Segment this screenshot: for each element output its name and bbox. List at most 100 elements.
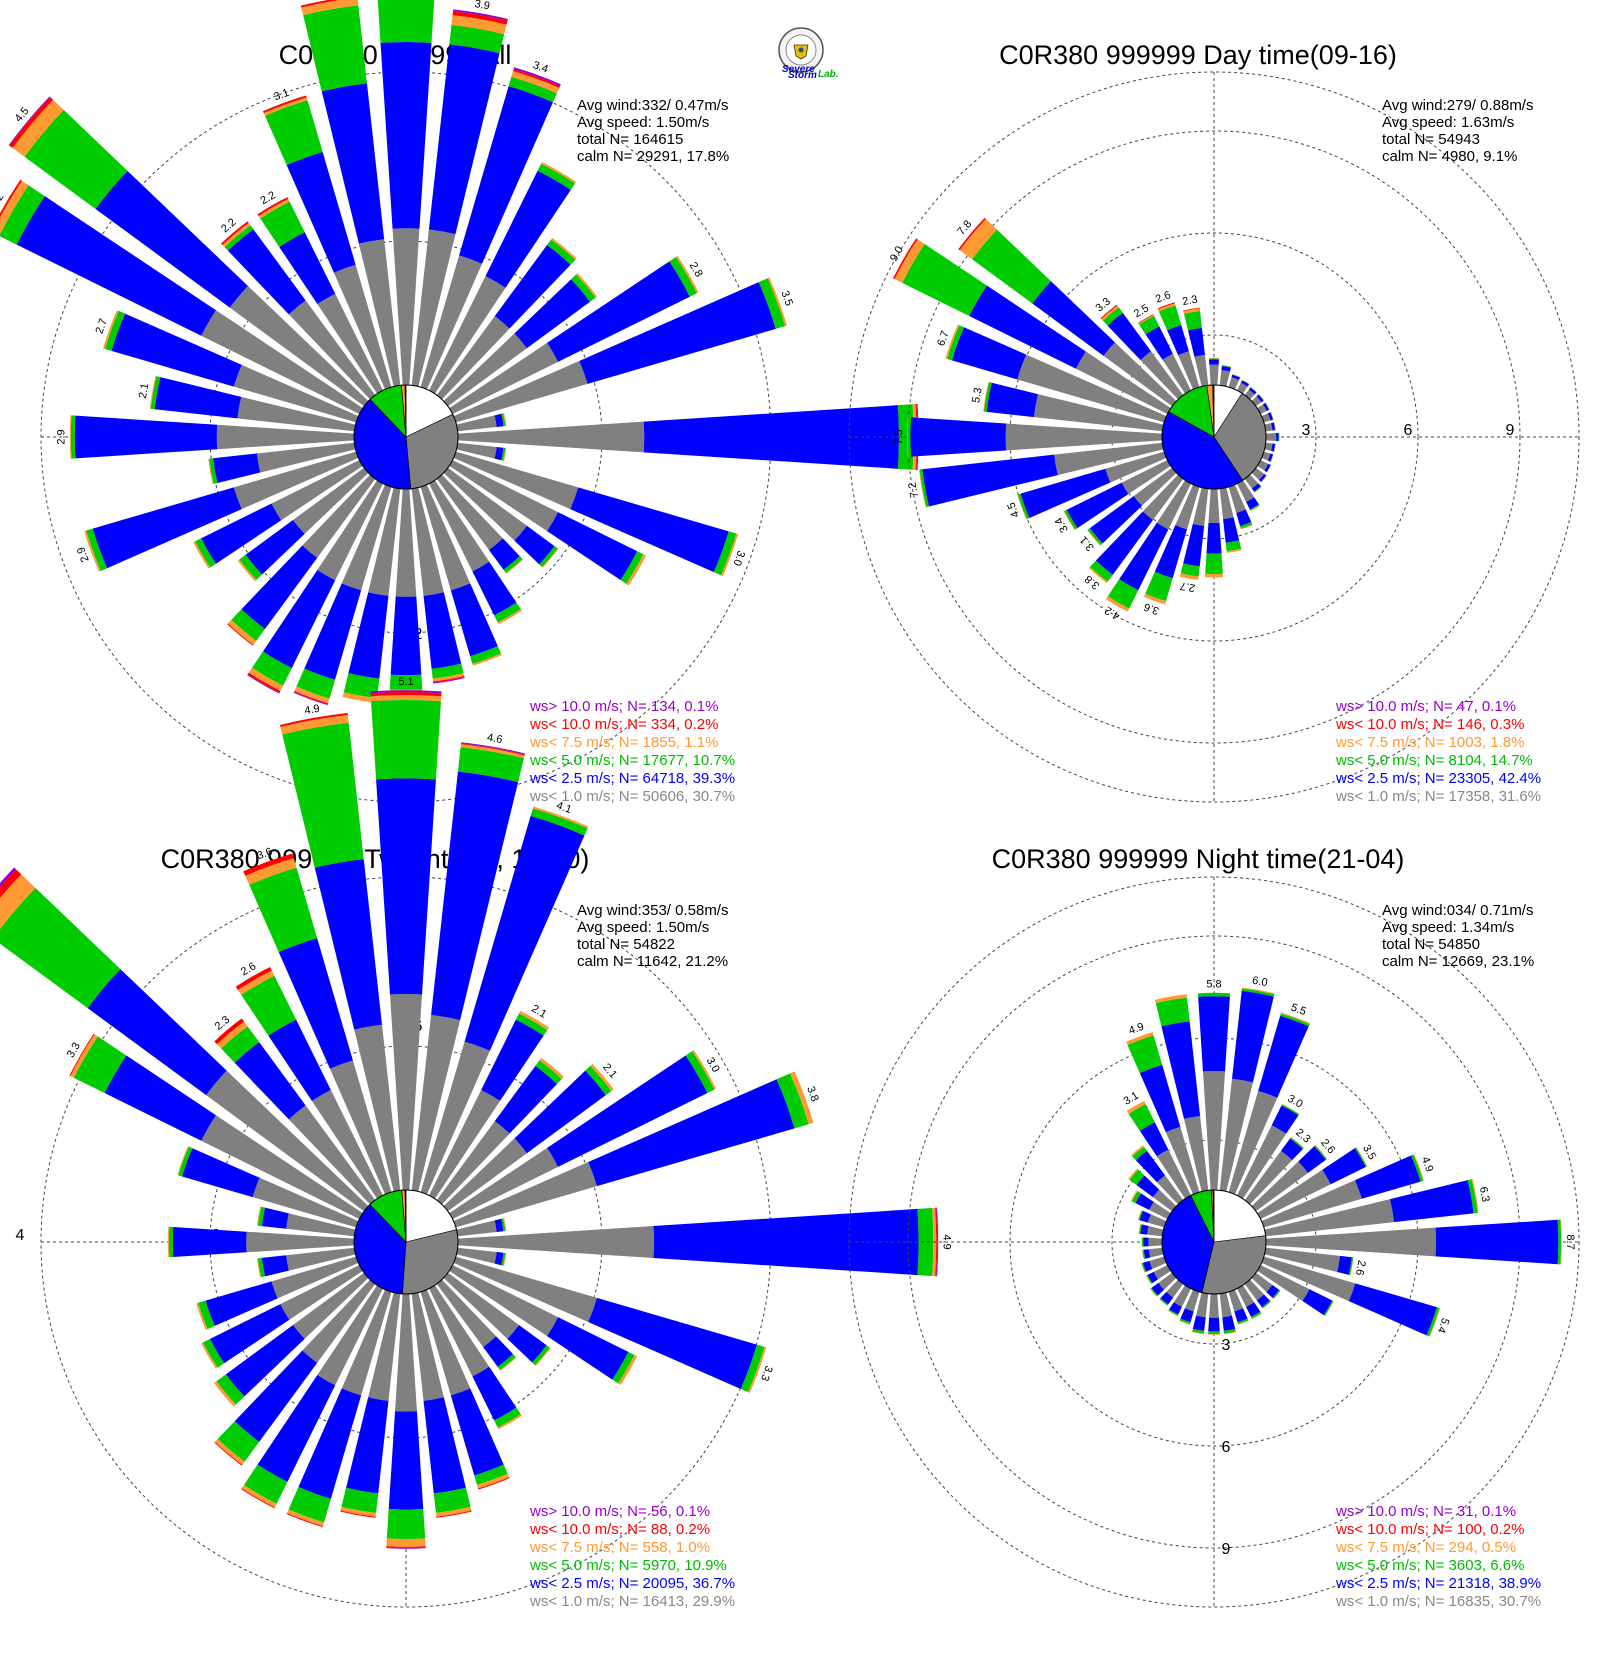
petal-segment-20 xyxy=(1228,1090,1278,1195)
petal-segment-10 xyxy=(1232,990,1274,1083)
petal-segment-190 xyxy=(341,1487,379,1513)
petal-segment-100 xyxy=(494,1252,504,1266)
petal-segment-280 xyxy=(986,382,1038,418)
petal-segment-100 xyxy=(1274,443,1276,452)
petal-segment-240 xyxy=(1063,510,1076,530)
petal-segment-330 xyxy=(1126,1100,1146,1114)
petal-label: 3.0 xyxy=(730,549,747,567)
petal-label: 3.6 xyxy=(256,846,274,863)
petal-segment-150 xyxy=(494,602,521,623)
petal-segment-180 xyxy=(1205,553,1223,574)
petal-segment-130 xyxy=(1260,475,1267,483)
petal-segment-240 xyxy=(271,460,363,521)
petal-segment-300 xyxy=(16,196,216,336)
petal-segment-230 xyxy=(216,1374,245,1405)
petal-segment-170 xyxy=(1219,1292,1232,1318)
petal-segment-330 xyxy=(1162,353,1191,394)
petal-segment-150 xyxy=(1237,480,1255,502)
petal-segment-10 xyxy=(460,743,525,756)
petal-segment-270 xyxy=(168,1226,174,1258)
petal-segment-310 xyxy=(12,99,64,157)
petal-segment-70 xyxy=(579,282,776,384)
petal-segment-20 xyxy=(508,76,557,103)
stats-line: calm N= 12669, 23.1% xyxy=(1382,953,1534,970)
petal-segment-10 xyxy=(1241,987,1275,995)
petal-segment-200 xyxy=(1180,1308,1194,1323)
petal-segment-160 xyxy=(1238,1320,1249,1325)
petal-segment-190 xyxy=(340,1510,376,1518)
petal-segment-70 xyxy=(1261,1180,1362,1228)
petal-label: 5.8 xyxy=(1206,979,1221,991)
petal-segment-10 xyxy=(1221,365,1232,368)
petal-segment-250 xyxy=(84,530,101,572)
petal-segment-260 xyxy=(919,469,929,508)
petal-segment-300 xyxy=(894,239,925,283)
petal-segment-290 xyxy=(178,1146,193,1177)
petal-segment-340 xyxy=(245,858,297,885)
petal-segment-300 xyxy=(1149,1201,1171,1219)
petal-segment-20 xyxy=(1228,377,1240,390)
petal-segment-140 xyxy=(1262,1301,1272,1309)
petal-segment-280 xyxy=(261,1207,289,1229)
petal-segment-210 xyxy=(247,672,281,693)
chart-title: C0R380 999999 Day time(09-16) xyxy=(999,40,1397,70)
stats-line: total N= 54943 xyxy=(1382,131,1480,148)
petal-segment-30 xyxy=(1282,1103,1300,1115)
petal-segment-280 xyxy=(1140,1224,1149,1235)
petal-label: 7.5 xyxy=(893,429,905,444)
petal-segment-20 xyxy=(1231,374,1241,381)
petal-segment-210 xyxy=(262,569,336,669)
petal-segment-320 xyxy=(288,1105,376,1205)
petal-segment-130 xyxy=(514,525,555,565)
petal-segment-130 xyxy=(443,1272,519,1339)
stats-line: calm N= 29291, 17.8% xyxy=(577,148,729,165)
petal-segment-80 xyxy=(503,1218,507,1232)
petal-segment-290 xyxy=(252,1177,359,1228)
petal-segment-300 xyxy=(104,1055,216,1141)
petal-segment-90 xyxy=(1276,432,1279,442)
petal-segment-10 xyxy=(428,44,500,235)
petal-segment-40 xyxy=(551,237,577,260)
petal-segment-330 xyxy=(257,197,289,216)
legend-entry: ws< 10.0 m/s; N= 334, 0.2% xyxy=(529,716,718,733)
petal-segment-150 xyxy=(1246,497,1259,510)
ring-label: 6 xyxy=(1404,422,1413,439)
petal-segment-310 xyxy=(1129,1169,1145,1186)
petal-segment-140 xyxy=(505,558,524,574)
petal-segment-0 xyxy=(1197,992,1231,997)
petal-segment-210 xyxy=(241,1488,275,1509)
petal-segment-20 xyxy=(513,67,561,87)
petal-segment-290 xyxy=(1147,1214,1167,1228)
petal-segment-20 xyxy=(530,808,588,836)
petal-segment-300 xyxy=(0,180,29,235)
petal-segment-280 xyxy=(1033,394,1164,432)
petal-segment-200 xyxy=(341,1289,392,1396)
petal-segment-0 xyxy=(371,700,441,780)
petal-segment-270 xyxy=(910,417,1007,457)
petal-segment-340 xyxy=(243,853,294,876)
petal-segment-30 xyxy=(1242,380,1250,385)
petal-segment-110 xyxy=(1429,1307,1441,1337)
petal-segment-160 xyxy=(1240,524,1253,530)
petal-segment-110 xyxy=(453,1256,598,1322)
petal-label: 4.1 xyxy=(555,800,573,817)
petal-label: 3.1 xyxy=(272,87,290,104)
petal-segment-190 xyxy=(1192,487,1209,526)
petal-segment-190 xyxy=(340,1506,377,1517)
petal-segment-50 xyxy=(585,1065,612,1096)
petal-segment-200 xyxy=(341,484,392,591)
petal-segment-240 xyxy=(280,1265,363,1320)
petal-segment-250 xyxy=(86,528,108,571)
petal-segment-250 xyxy=(271,1256,359,1299)
petal-segment-220 xyxy=(227,619,257,645)
petal-segment-200 xyxy=(298,1388,362,1499)
petal-segment-320 xyxy=(1100,304,1118,320)
stats-line: calm N= 4980, 9.1% xyxy=(1382,148,1518,165)
petal-segment-230 xyxy=(293,1272,369,1339)
petal-segment-80 xyxy=(494,413,504,427)
stats-line: Avg speed: 1.50m/s xyxy=(577,114,709,131)
petal-segment-40 xyxy=(1244,1150,1293,1205)
petal-segment-20 xyxy=(464,815,585,1051)
petal-segment-210 xyxy=(1156,480,1191,530)
stats-line: total N= 164615 xyxy=(577,131,683,148)
